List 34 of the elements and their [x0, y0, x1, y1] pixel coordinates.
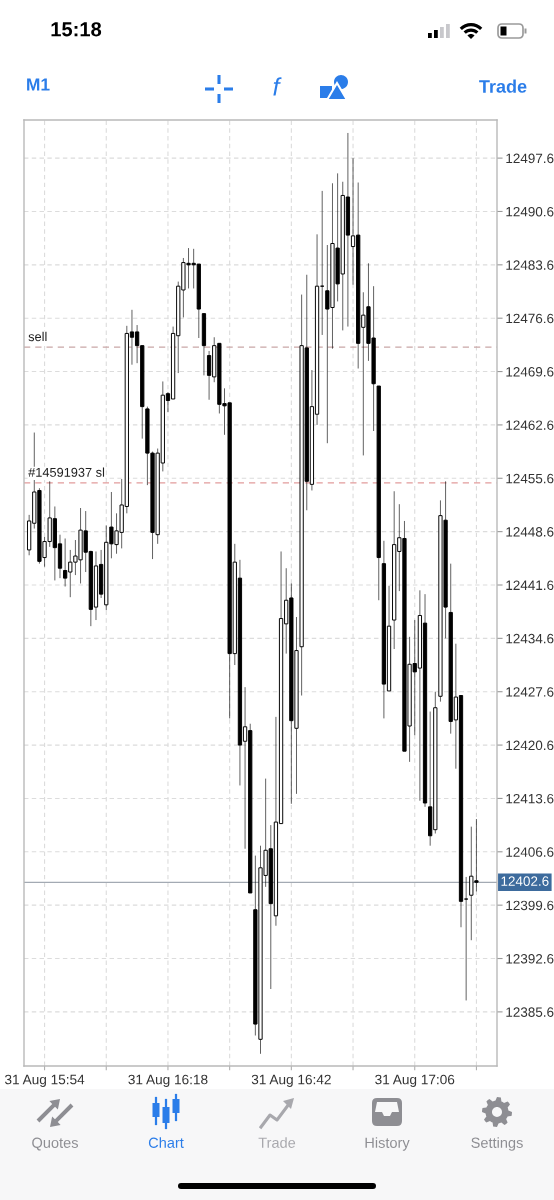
- text: History: [365, 1137, 410, 1151]
- y-tick-label: 12420.6: [506, 740, 554, 751]
- x-tick-label: 31 Aug 16:18: [128, 1074, 208, 1088]
- y-tick-label: 12385.6: [506, 1007, 554, 1017]
- y-tick-label: 12448.6: [506, 527, 554, 537]
- text: M1: [27, 78, 50, 91]
- y-tick-label: 12469.6: [506, 367, 554, 377]
- ref-line-label: sell: [28, 331, 47, 342]
- y-tick-label: 12427.6: [506, 687, 554, 697]
- text: Quotes: [32, 1137, 78, 1151]
- text: 15:18: [51, 22, 102, 37]
- y-tick-label: 12490.6: [506, 206, 554, 217]
- text: Chart: [148, 1137, 184, 1148]
- y-tick-label: 12462.6: [506, 420, 554, 430]
- y-tick-label: 12455.6: [506, 473, 554, 484]
- ref-line-label: 12402.6: [501, 876, 549, 886]
- y-tick-label: 12406.6: [506, 847, 554, 857]
- text: Settings: [471, 1137, 523, 1151]
- y-tick-label: 12441.6: [506, 580, 554, 591]
- x-tick-label: 31 Aug 16:42: [251, 1074, 331, 1088]
- text: Trade: [479, 79, 527, 93]
- y-tick-label: 12497.6: [506, 153, 554, 164]
- y-tick-label: 12476.6: [506, 313, 554, 324]
- y-tick-label: 12399.6: [506, 900, 554, 911]
- x-tick-label: 31 Aug 17:06: [375, 1074, 455, 1088]
- x-tick-label: 31 Aug 15:54: [4, 1074, 85, 1088]
- y-tick-label: 12392.6: [506, 953, 554, 964]
- text: Trade: [258, 1137, 296, 1148]
- text: f: [273, 77, 282, 96]
- ref-line-label: #14591937 sl: [28, 467, 105, 477]
- y-tick-label: 12483.6: [506, 260, 554, 270]
- y-tick-label: 12434.6: [506, 633, 554, 644]
- y-tick-label: 12413.6: [506, 793, 554, 804]
- candlestick: [464, 876, 469, 1001]
